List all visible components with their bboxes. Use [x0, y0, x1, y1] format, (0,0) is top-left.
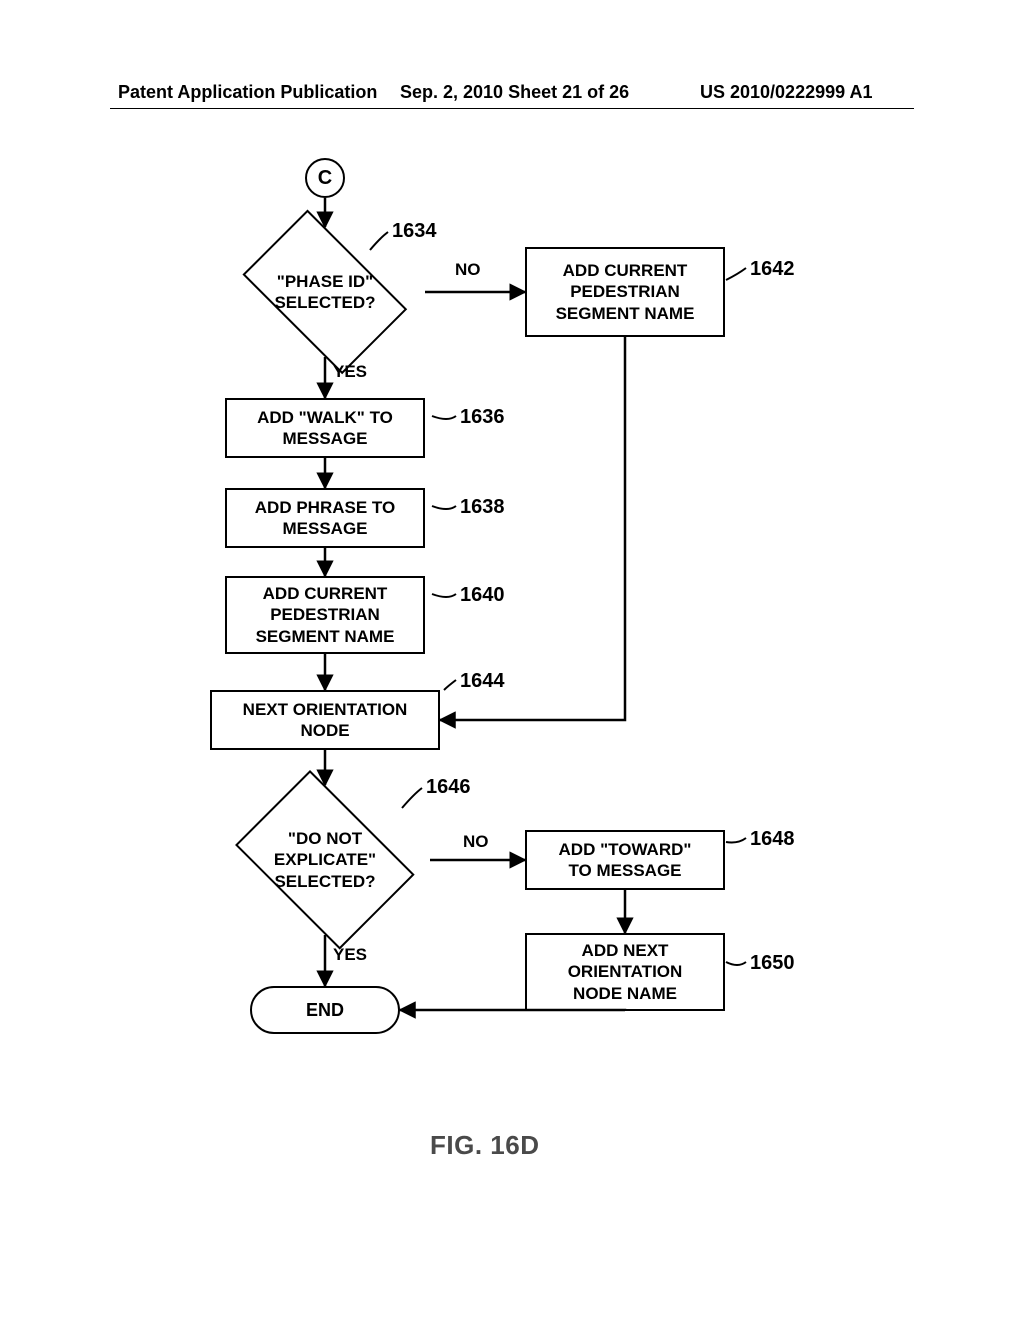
ref-1646: 1646: [426, 776, 471, 799]
connector-c: C: [305, 158, 345, 198]
process-add-phrase: ADD PHRASE TO MESSAGE: [225, 488, 425, 548]
ref-1650: 1650: [750, 952, 795, 975]
process-add-current-segment-right-text: ADD CURRENT PEDESTRIAN SEGMENT NAME: [556, 260, 695, 324]
terminator-end: END: [250, 986, 400, 1034]
process-add-walk-text: ADD "WALK" TO MESSAGE: [257, 407, 393, 450]
process-add-toward-text: ADD "TOWARD" TO MESSAGE: [559, 839, 692, 882]
process-add-toward: ADD "TOWARD" TO MESSAGE: [525, 830, 725, 890]
decision-phase-id: "PHASE ID" SELECTED?: [225, 227, 425, 357]
process-add-current-segment-left: ADD CURRENT PEDESTRIAN SEGMENT NAME: [225, 576, 425, 654]
process-add-next-orientation-name-text: ADD NEXT ORIENTATION NODE NAME: [568, 940, 683, 1004]
ref-1638: 1638: [460, 496, 505, 519]
process-next-orientation-node: NEXT ORIENTATION NODE: [210, 690, 440, 750]
ref-1640: 1640: [460, 584, 505, 607]
decision-phase-id-text: "PHASE ID" SELECTED?: [225, 227, 425, 357]
decision-do-not-explicate: "DO NOT EXPLICATE" SELECTED?: [220, 785, 430, 935]
connector-c-label: C: [318, 166, 332, 191]
process-add-phrase-text: ADD PHRASE TO MESSAGE: [255, 497, 395, 540]
terminator-end-text: END: [306, 999, 344, 1022]
ref-1648: 1648: [750, 828, 795, 851]
ref-1636: 1636: [460, 406, 505, 429]
ref-1642: 1642: [750, 258, 795, 281]
process-add-current-segment-left-text: ADD CURRENT PEDESTRIAN SEGMENT NAME: [256, 583, 395, 647]
edge-label-explicate-yes: YES: [333, 945, 367, 965]
header-rule: [110, 108, 914, 109]
flowchart-canvas: C "PHASE ID" SELECTED? ADD "WALK" TO MES…: [170, 160, 890, 1220]
header-mid: Sep. 2, 2010 Sheet 21 of 26: [400, 82, 629, 103]
process-next-orientation-node-text: NEXT ORIENTATION NODE: [243, 699, 408, 742]
ref-1644: 1644: [460, 670, 505, 693]
edge-label-phase-no: NO: [455, 260, 481, 280]
figure-caption: FIG. 16D: [430, 1130, 539, 1161]
header-right: US 2010/0222999 A1: [700, 82, 872, 103]
process-add-walk: ADD "WALK" TO MESSAGE: [225, 398, 425, 458]
header-left: Patent Application Publication: [118, 82, 377, 103]
edge-label-explicate-no: NO: [463, 832, 489, 852]
edge-label-phase-yes: YES: [333, 362, 367, 382]
process-add-next-orientation-name: ADD NEXT ORIENTATION NODE NAME: [525, 933, 725, 1011]
ref-1634: 1634: [392, 220, 437, 243]
decision-do-not-explicate-text: "DO NOT EXPLICATE" SELECTED?: [220, 785, 430, 935]
process-add-current-segment-right: ADD CURRENT PEDESTRIAN SEGMENT NAME: [525, 247, 725, 337]
